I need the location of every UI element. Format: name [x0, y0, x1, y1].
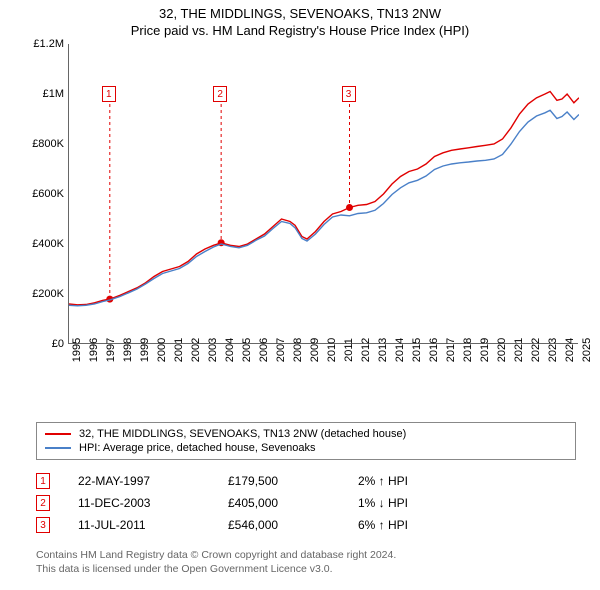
sale-row-date: 11-DEC-2003 — [78, 496, 228, 510]
sale-row-marker: 2 — [36, 495, 50, 511]
y-tick-label: £800K — [32, 138, 64, 150]
sale-row-price: £405,000 — [228, 496, 358, 510]
x-tick-label: 2017 — [445, 338, 457, 362]
plot-area — [68, 44, 578, 344]
sale-history-table: 1 22-MAY-1997£179,5002% ↑ HPI 2 11-DEC-2003… — [36, 470, 576, 536]
x-tick-label: 2025 — [581, 338, 593, 362]
y-tick-label: £600K — [32, 188, 64, 200]
legend-swatch — [45, 447, 71, 449]
y-tick-label: £200K — [32, 288, 64, 300]
sale-row-date: 22-MAY-1997 — [78, 474, 228, 488]
legend-row: 32, THE MIDDLINGS, SEVENOAKS, TN13 2NW (… — [45, 427, 567, 441]
sale-row-price: £546,000 — [228, 518, 358, 532]
sale-row: 3 11-JUL-2011£546,0006% ↑ HPI — [36, 514, 576, 536]
sale-row-diff: 2% ↑ HPI — [358, 474, 478, 488]
x-tick-label: 2024 — [564, 338, 576, 362]
legend-swatch — [45, 433, 71, 435]
x-tick-label: 1997 — [105, 338, 117, 362]
x-tick-label: 2004 — [224, 338, 236, 362]
sale-marker-3: 3 — [342, 86, 356, 102]
legend-row: HPI: Average price, detached house, Seve… — [45, 441, 567, 455]
sale-row: 2 11-DEC-2003£405,0001% ↓ HPI — [36, 492, 576, 514]
y-axis-labels: £0£200K£400K£600K£800K£1M£1.2M — [20, 44, 68, 344]
x-tick-label: 2006 — [258, 338, 270, 362]
y-tick-label: £400K — [32, 238, 64, 250]
chart-title-line2: Price paid vs. HM Land Registry's House … — [0, 21, 600, 44]
x-tick-label: 2005 — [241, 338, 253, 362]
x-tick-label: 2011 — [343, 338, 355, 362]
legend-label: 32, THE MIDDLINGS, SEVENOAKS, TN13 2NW (… — [79, 428, 406, 440]
x-tick-label: 2016 — [428, 338, 440, 362]
y-tick-label: £1.2M — [33, 38, 64, 50]
y-tick-label: £1M — [43, 88, 64, 100]
x-tick-label: 2023 — [547, 338, 559, 362]
sale-marker-1: 1 — [102, 86, 116, 102]
sale-row-diff: 1% ↓ HPI — [358, 496, 478, 510]
x-tick-label: 2000 — [156, 338, 168, 362]
x-axis-labels: 1995199619971998199920002001200220032004… — [68, 350, 578, 374]
x-tick-label: 1995 — [71, 338, 83, 362]
x-tick-label: 2014 — [394, 338, 406, 362]
footer-line1: Contains HM Land Registry data © Crown c… — [36, 548, 576, 562]
x-tick-label: 1998 — [122, 338, 134, 362]
x-tick-label: 2019 — [479, 338, 491, 362]
x-tick-label: 2015 — [411, 338, 423, 362]
sale-row-date: 11-JUL-2011 — [78, 518, 228, 532]
x-tick-label: 2009 — [309, 338, 321, 362]
x-tick-label: 2022 — [530, 338, 542, 362]
sale-row-marker: 3 — [36, 517, 50, 533]
footer-attribution: Contains HM Land Registry data © Crown c… — [36, 548, 576, 576]
legend-label: HPI: Average price, detached house, Seve… — [79, 442, 315, 454]
chart-container: 32, THE MIDDLINGS, SEVENOAKS, TN13 2NW P… — [0, 0, 600, 590]
sale-row-price: £179,500 — [228, 474, 358, 488]
x-tick-label: 1996 — [88, 338, 100, 362]
chart-title-line1: 32, THE MIDDLINGS, SEVENOAKS, TN13 2NW — [0, 0, 600, 21]
legend-box: 32, THE MIDDLINGS, SEVENOAKS, TN13 2NW (… — [36, 422, 576, 460]
x-tick-label: 2010 — [326, 338, 338, 362]
x-tick-label: 2012 — [360, 338, 372, 362]
x-tick-label: 2002 — [190, 338, 202, 362]
x-tick-label: 1999 — [139, 338, 151, 362]
y-tick-label: £0 — [52, 338, 64, 350]
footer-line2: This data is licensed under the Open Gov… — [36, 562, 576, 576]
x-tick-label: 2013 — [377, 338, 389, 362]
x-tick-label: 2018 — [462, 338, 474, 362]
x-tick-label: 2020 — [496, 338, 508, 362]
x-tick-label: 2007 — [275, 338, 287, 362]
sale-row-marker: 1 — [36, 473, 50, 489]
x-tick-label: 2008 — [292, 338, 304, 362]
plot-svg — [69, 44, 579, 344]
sale-row: 1 22-MAY-1997£179,5002% ↑ HPI — [36, 470, 576, 492]
sale-row-diff: 6% ↑ HPI — [358, 518, 478, 532]
x-tick-label: 2021 — [513, 338, 525, 362]
x-tick-label: 2003 — [207, 338, 219, 362]
x-tick-label: 2001 — [173, 338, 185, 362]
sale-marker-2: 2 — [213, 86, 227, 102]
chart-area: £0£200K£400K£600K£800K£1M£1.2M 199519961… — [20, 44, 580, 374]
